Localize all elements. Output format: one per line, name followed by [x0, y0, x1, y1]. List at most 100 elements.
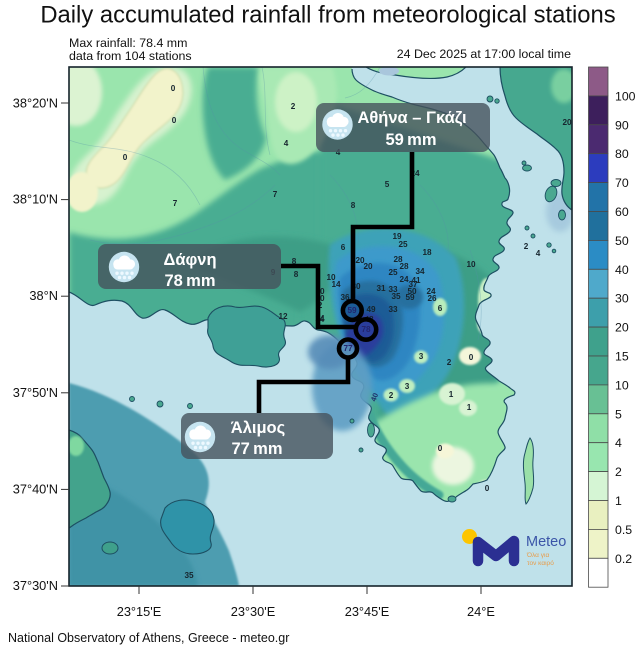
svg-text:1: 1 [467, 403, 472, 412]
svg-text:20: 20 [355, 256, 365, 265]
svg-text:0: 0 [123, 153, 128, 162]
svg-text:38°10'N: 38°10'N [13, 192, 58, 207]
svg-text:10: 10 [466, 260, 476, 269]
svg-text:24 Dec 2025 at 17:00 local tim: 24 Dec 2025 at 17:00 local time [397, 47, 571, 61]
svg-text:Daily accumulated rainfall fro: Daily accumulated rainfall from meteorol… [40, 2, 615, 29]
svg-text:37°40'N: 37°40'N [13, 481, 58, 496]
svg-text:3: 3 [405, 382, 410, 391]
svg-text:15: 15 [615, 350, 629, 364]
svg-text:33: 33 [388, 305, 398, 314]
svg-text:4: 4 [536, 249, 541, 258]
svg-text:77 mm: 77 mm [232, 440, 283, 458]
svg-text:70: 70 [615, 176, 629, 190]
svg-text:26: 26 [427, 294, 437, 303]
svg-text:28: 28 [393, 255, 403, 264]
svg-text:23°30'E: 23°30'E [231, 604, 276, 619]
svg-text:4: 4 [336, 148, 341, 157]
svg-text:40: 40 [369, 392, 380, 403]
svg-text:7: 7 [273, 190, 278, 199]
svg-text:49: 49 [366, 305, 376, 314]
svg-text:12: 12 [278, 312, 288, 321]
svg-text:37: 37 [408, 280, 418, 289]
svg-text:50: 50 [615, 234, 629, 248]
svg-text:59: 59 [347, 306, 357, 315]
svg-text:23°45'E: 23°45'E [345, 604, 390, 619]
svg-text:25: 25 [398, 240, 408, 249]
svg-text:60: 60 [615, 205, 629, 219]
svg-text:30: 30 [615, 292, 629, 306]
svg-text:0: 0 [485, 484, 490, 493]
svg-text:35: 35 [184, 571, 194, 580]
svg-text:8: 8 [351, 201, 356, 210]
svg-text:4: 4 [615, 436, 622, 450]
svg-text:41: 41 [411, 276, 421, 285]
svg-text:18: 18 [422, 248, 432, 257]
svg-text:59: 59 [405, 293, 415, 302]
svg-text:0: 0 [438, 444, 443, 453]
svg-text:0: 0 [171, 84, 176, 93]
svg-text:24: 24 [399, 275, 409, 284]
svg-text:8: 8 [294, 270, 299, 279]
svg-text:2: 2 [615, 465, 622, 479]
svg-text:24°E: 24°E [467, 604, 495, 619]
svg-text:10: 10 [326, 273, 336, 282]
svg-text:0.2: 0.2 [615, 552, 632, 566]
svg-text:1: 1 [449, 390, 454, 399]
svg-text:25: 25 [388, 268, 398, 277]
svg-text:Άλιμος: Άλιμος [231, 419, 285, 437]
svg-text:20: 20 [615, 321, 629, 335]
svg-text:37°50'N: 37°50'N [13, 385, 58, 400]
svg-text:24: 24 [426, 287, 436, 296]
svg-text:4: 4 [284, 139, 289, 148]
svg-text:24: 24 [410, 169, 420, 178]
svg-text:10: 10 [615, 378, 629, 392]
svg-text:0.5: 0.5 [615, 523, 632, 537]
svg-text:30: 30 [351, 282, 361, 291]
svg-text:40: 40 [615, 263, 629, 277]
svg-text:50: 50 [407, 287, 417, 296]
svg-text:Αθήνα – Γκάζι: Αθήνα – Γκάζι [357, 109, 466, 127]
svg-text:31: 31 [376, 284, 386, 293]
svg-text:20: 20 [562, 118, 572, 127]
svg-text:19: 19 [392, 232, 402, 241]
svg-text:3: 3 [419, 352, 424, 361]
svg-text:4: 4 [320, 315, 325, 324]
svg-text:34: 34 [415, 267, 425, 276]
svg-text:0: 0 [172, 116, 177, 125]
svg-text:37°30'N: 37°30'N [13, 578, 58, 593]
svg-text:78 mm: 78 mm [165, 272, 216, 290]
svg-text:38°20'N: 38°20'N [13, 95, 58, 110]
svg-text:33: 33 [388, 285, 398, 294]
svg-text:Όλα για: Όλα για [526, 552, 549, 559]
svg-text:2: 2 [291, 102, 296, 111]
svg-text:2: 2 [389, 391, 394, 400]
svg-text:28: 28 [399, 262, 409, 271]
svg-text:59 mm: 59 mm [386, 131, 437, 149]
svg-text:38°N: 38°N [29, 288, 58, 303]
svg-text:0: 0 [469, 353, 474, 362]
svg-text:20: 20 [363, 262, 373, 271]
svg-text:90: 90 [615, 118, 629, 132]
svg-text:Δάφνη: Δάφνη [163, 251, 216, 269]
svg-text:5: 5 [615, 407, 622, 421]
svg-text:77: 77 [343, 344, 353, 353]
svg-text:data from 104 stations: data from 104 stations [69, 49, 192, 63]
svg-text:2: 2 [447, 358, 452, 367]
svg-text:80: 80 [615, 147, 629, 161]
svg-text:78: 78 [361, 325, 371, 334]
svg-text:23°15'E: 23°15'E [117, 604, 162, 619]
svg-text:Max rainfall: 78.4 mm: Max rainfall: 78.4 mm [69, 36, 187, 50]
svg-text:36: 36 [340, 293, 350, 302]
svg-text:8: 8 [292, 257, 297, 266]
svg-text:5: 5 [385, 180, 390, 189]
svg-text:14: 14 [331, 280, 341, 289]
svg-text:6: 6 [341, 243, 346, 252]
svg-text:100: 100 [615, 89, 636, 103]
svg-text:National Observatory of Athens: National Observatory of Athens, Greece -… [8, 631, 289, 645]
svg-text:τον καιρό: τον καιρό [527, 559, 554, 567]
svg-text:Meteo: Meteo [526, 534, 566, 550]
svg-text:35: 35 [391, 292, 401, 301]
svg-text:1: 1 [615, 494, 622, 508]
svg-text:6: 6 [438, 304, 443, 313]
svg-text:2: 2 [524, 242, 529, 251]
